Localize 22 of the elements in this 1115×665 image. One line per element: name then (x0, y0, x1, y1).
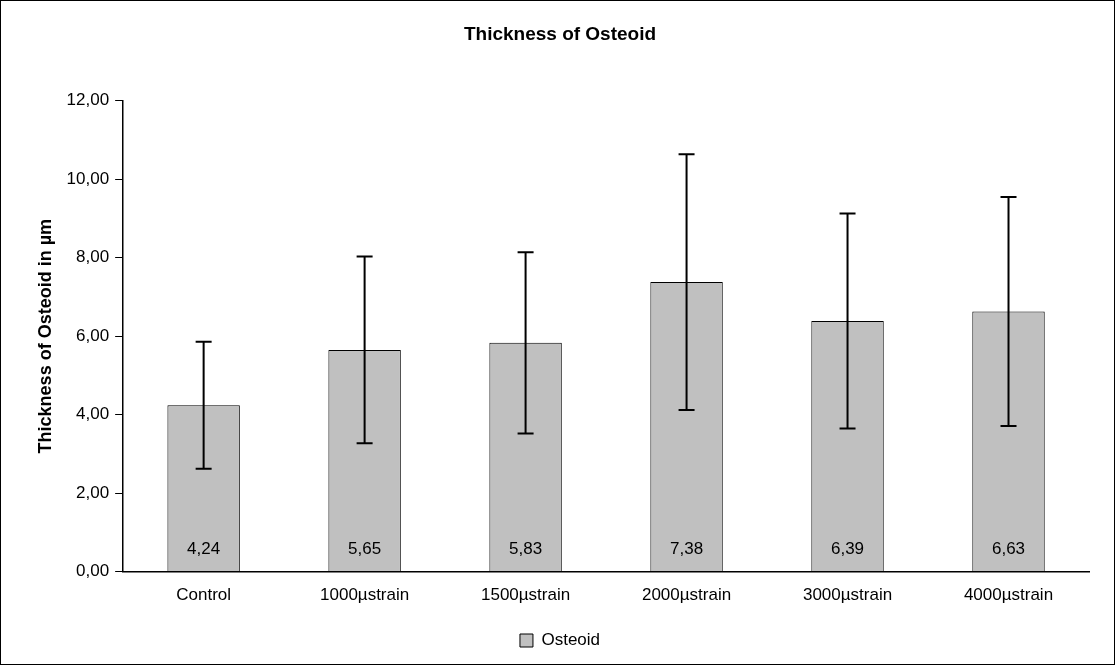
legend-label: Osteoid (541, 630, 601, 650)
x-tick-label: 1500µstrain (480, 585, 571, 605)
text: 6,63 (991, 539, 1026, 559)
chart-title: Thickness of Osteoid (463, 22, 657, 44)
text: 7,38 (670, 539, 704, 559)
y-tick-label: 6,00 (76, 325, 110, 345)
x-tick-label: 1000µstrain (320, 585, 410, 605)
text: 4,24 (187, 539, 221, 559)
y-tick-label: 2,00 (76, 482, 110, 502)
text: 5,65 (348, 539, 382, 559)
y-tick-label: 4,00 (76, 404, 110, 424)
x-tick-label: 4000µstrain (963, 585, 1054, 605)
y-axis-title: Thickness of Osteoid in µm (34, 218, 55, 454)
y-tick-label: 0,00 (76, 561, 110, 581)
text: 5,83 (509, 539, 543, 559)
y-tick-label: 12,00 (66, 90, 110, 110)
y-tick-label: 10,00 (66, 168, 110, 188)
x-tick-label: 2000µstrain (641, 585, 732, 605)
x-tick-label: 3000µstrain (802, 585, 893, 605)
x-tick-label: Control (176, 585, 232, 605)
y-tick-label: 8,00 (76, 247, 110, 267)
text: 6,39 (830, 539, 865, 559)
